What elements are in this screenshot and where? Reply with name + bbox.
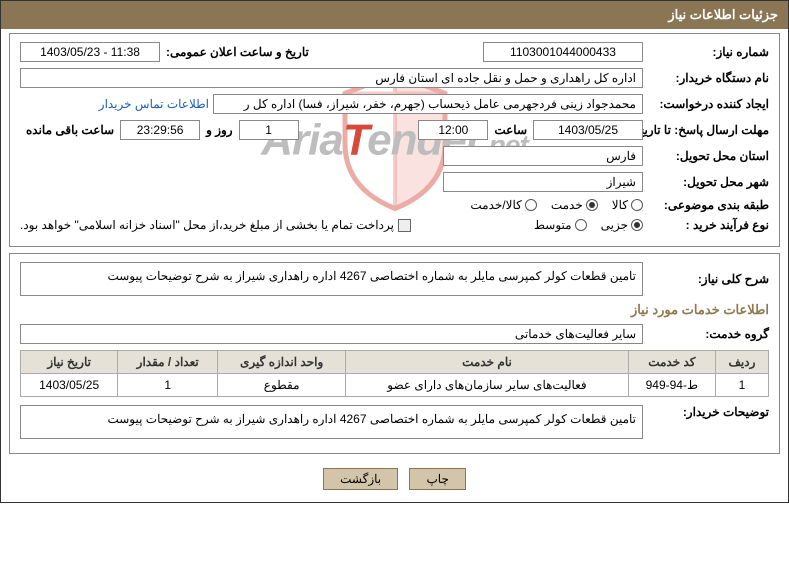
class-label: طبقه بندی موضوعی: [649,198,769,212]
announce-value: 1403/05/23 - 11:38 [20,42,160,62]
desc-value: تامین قطعات کولر کمپرسی مایلر به شماره ا… [20,262,643,296]
print-button[interactable]: چاپ [409,468,465,490]
page-header: جزئیات اطلاعات نیاز [1,1,788,29]
treasury-checkbox[interactable] [398,219,411,232]
col-header: کد خدمت [628,351,715,374]
deadline-time: 12:00 [418,120,488,140]
time-label: ساعت [494,123,527,137]
col-header: نام خدمت [346,351,629,374]
notes-label: توضیحات خریدار: [649,405,769,419]
remaining-value: 23:29:56 [120,120,200,140]
province-value: فارس [443,146,643,166]
buyer-label: نام دستگاه خریدار: [649,71,769,85]
buyer-value: اداره کل راهداری و حمل و نقل جاده ای است… [20,68,643,88]
city-label: شهر محل تحویل: [649,175,769,189]
class-radio-2[interactable]: کالا/خدمت [470,198,536,212]
deadline-date: 1403/05/25 [533,120,643,140]
back-button[interactable]: بازگشت [323,468,398,490]
province-label: استان محل تحویل: [649,149,769,163]
type-label: نوع فرآیند خرید : [649,218,769,232]
col-header: واحد اندازه گیری [218,351,346,374]
col-header: ردیف [715,351,768,374]
class-radio-1[interactable]: خدمت [551,198,598,212]
creator-label: ایجاد کننده درخواست: [649,97,769,111]
desc-label: شرح کلی نیاز: [649,272,769,286]
svc-group-label: گروه خدمت: [649,327,769,341]
need-no-value: 1103001044000433 [483,42,643,62]
days-label: روز و [206,123,233,137]
days-value: 1 [239,120,299,140]
table-row: 1ط-94-949فعالیت‌های سایر سازمان‌های دارا… [21,374,769,397]
services-table: ردیفکد خدمتنام خدمتواحد اندازه گیریتعداد… [20,350,769,397]
need-no-label: شماره نیاز: [649,45,769,59]
creator-value: محمدجواد زینی فردجهرمی عامل ذیحساب (جهرم… [213,94,643,114]
deadline-label: مهلت ارسال پاسخ: تا تاریخ: [649,123,769,137]
type-radio-0[interactable]: جزیی [601,218,643,232]
page-title: جزئیات اطلاعات نیاز [668,7,778,22]
col-header: تاریخ نیاز [21,351,118,374]
city-value: شیراز [443,172,643,192]
class-radio-0[interactable]: کالا [612,198,643,212]
notes-value: تامین قطعات کولر کمپرسی مایلر به شماره ا… [20,405,643,439]
treasury-note: پرداخت تمام یا بخشی از مبلغ خرید،از محل … [20,218,394,232]
col-header: تعداد / مقدار [118,351,218,374]
buyer-contact-link[interactable]: اطلاعات تماس خریدار [99,97,209,111]
remaining-label: ساعت باقی مانده [26,123,114,137]
services-title: اطلاعات خدمات مورد نیاز [20,302,769,318]
type-radio-1[interactable]: متوسط [534,218,587,232]
svc-group-value: سایر فعالیت‌های خدماتی [20,324,643,344]
announce-label: تاریخ و ساعت اعلان عمومی: [166,45,309,59]
